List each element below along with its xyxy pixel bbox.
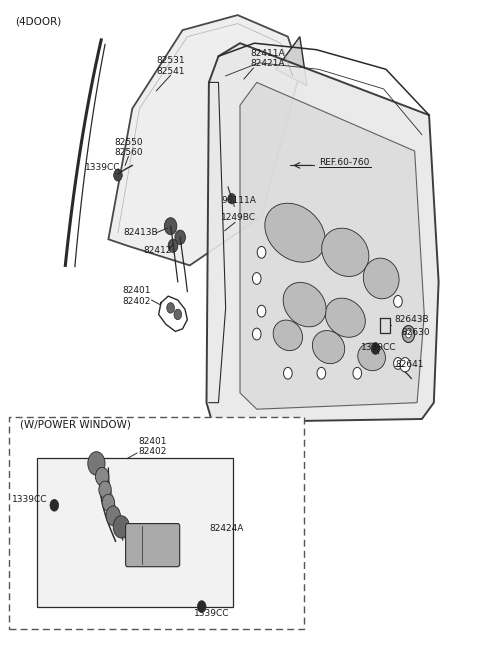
Circle shape [402, 326, 415, 343]
Circle shape [353, 367, 361, 379]
FancyBboxPatch shape [126, 523, 180, 567]
Text: 82401
82402: 82401 82402 [139, 437, 167, 456]
Text: 82411A
82421A: 82411A 82421A [251, 48, 285, 68]
Circle shape [175, 230, 185, 244]
Text: 82630: 82630 [402, 328, 431, 337]
Text: (W/POWER WINDOW): (W/POWER WINDOW) [20, 419, 131, 429]
Ellipse shape [322, 228, 369, 276]
Circle shape [50, 499, 59, 511]
Text: 96111A: 96111A [221, 196, 256, 204]
Ellipse shape [283, 282, 326, 327]
Text: 82424A: 82424A [209, 524, 243, 533]
Polygon shape [108, 15, 300, 265]
Circle shape [96, 468, 109, 485]
Circle shape [252, 272, 261, 284]
Text: REF.60-760: REF.60-760 [319, 159, 369, 167]
Circle shape [197, 601, 206, 612]
Circle shape [371, 343, 380, 354]
Circle shape [99, 481, 111, 498]
Text: 82401
82402: 82401 82402 [122, 286, 150, 306]
Polygon shape [276, 37, 307, 86]
Ellipse shape [273, 320, 302, 350]
Ellipse shape [265, 203, 325, 262]
Polygon shape [240, 83, 424, 409]
Circle shape [114, 170, 122, 181]
Circle shape [164, 217, 177, 234]
Text: 1339CC: 1339CC [360, 343, 396, 352]
Circle shape [257, 305, 266, 317]
Text: 82412: 82412 [143, 246, 171, 255]
Circle shape [228, 193, 236, 204]
Circle shape [167, 303, 174, 313]
Circle shape [394, 295, 402, 307]
Text: 82643B: 82643B [394, 315, 429, 324]
Text: 1339CC: 1339CC [193, 608, 229, 618]
Text: 82550
82560: 82550 82560 [114, 138, 143, 157]
Bar [9, 417, 304, 629]
Circle shape [400, 358, 410, 372]
Circle shape [284, 367, 292, 379]
Circle shape [317, 367, 325, 379]
Bar [36, 458, 233, 607]
Circle shape [257, 246, 266, 258]
Ellipse shape [312, 331, 345, 364]
Ellipse shape [363, 258, 399, 299]
Circle shape [106, 506, 120, 525]
Text: 1339CC: 1339CC [85, 163, 120, 172]
Circle shape [102, 494, 115, 511]
Text: 1339CC: 1339CC [12, 495, 47, 504]
Text: 82641: 82641 [396, 360, 424, 369]
Text: (4DOOR): (4DOOR) [15, 16, 61, 27]
Text: 82413B: 82413B [124, 228, 158, 237]
Circle shape [252, 328, 261, 340]
Circle shape [88, 452, 105, 476]
Text: 98810A
98820A: 98810A 98820A [129, 548, 164, 567]
Circle shape [394, 358, 402, 369]
Circle shape [174, 309, 181, 320]
Polygon shape [206, 43, 439, 422]
Ellipse shape [358, 343, 385, 371]
Text: 82531
82541: 82531 82541 [156, 56, 185, 76]
Circle shape [113, 515, 130, 538]
Text: 1249BC: 1249BC [221, 212, 256, 221]
Circle shape [406, 330, 411, 338]
Circle shape [168, 239, 178, 252]
Ellipse shape [325, 298, 365, 337]
